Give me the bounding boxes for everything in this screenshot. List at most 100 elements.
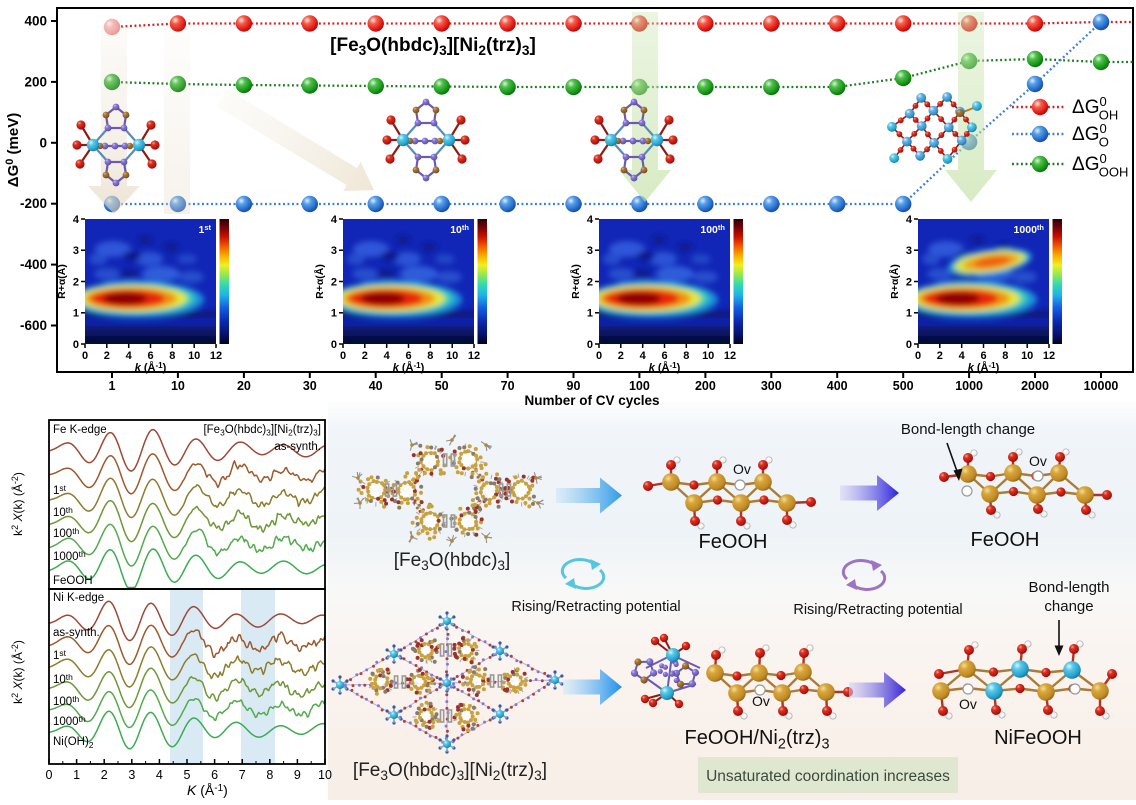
svg-text:Ni(OH)2: Ni(OH)2	[53, 736, 94, 750]
svg-text:R+α(Å): R+α(Å)	[55, 264, 68, 299]
svg-text:0: 0	[906, 339, 912, 351]
svg-text:90: 90	[567, 379, 581, 393]
svg-text:-200: -200	[20, 196, 47, 211]
svg-text:100th: 100th	[53, 694, 80, 708]
svg-text:10: 10	[318, 768, 332, 782]
svg-text:3: 3	[587, 245, 593, 257]
svg-text:6: 6	[211, 768, 218, 782]
svg-text:Ov: Ov	[959, 696, 977, 712]
svg-text:-600: -600	[20, 318, 47, 333]
svg-text:3: 3	[128, 768, 135, 782]
svg-text:1: 1	[331, 308, 337, 320]
svg-text:change: change	[1044, 598, 1093, 615]
svg-text:10: 10	[446, 350, 458, 362]
svg-text:k (Å-1): k (Å-1)	[135, 361, 167, 374]
svg-text:2: 2	[362, 350, 368, 362]
svg-text:4: 4	[126, 350, 133, 362]
svg-text:0: 0	[915, 350, 921, 362]
svg-text:FeOOH: FeOOH	[53, 575, 93, 587]
svg-text:4: 4	[959, 350, 966, 362]
svg-text:NiFeOOH: NiFeOOH	[994, 727, 1082, 749]
svg-text:Number of CV cycles: Number of CV cycles	[524, 393, 659, 408]
svg-text:8: 8	[1002, 350, 1008, 362]
svg-text:2: 2	[906, 276, 912, 288]
svg-text:1000th: 1000th	[53, 714, 86, 728]
svg-text:0: 0	[596, 350, 602, 362]
svg-text:4: 4	[384, 350, 391, 362]
svg-text:200: 200	[695, 379, 716, 393]
svg-text:12: 12	[210, 350, 222, 362]
svg-text:10th: 10th	[53, 672, 73, 686]
svg-text:Ov: Ov	[752, 693, 770, 709]
svg-text:300: 300	[761, 379, 782, 393]
svg-text:6: 6	[980, 350, 986, 362]
svg-text:as-synth.: as-synth.	[274, 441, 321, 453]
svg-text:8: 8	[427, 350, 433, 362]
svg-text:Rising/Retracting potential: Rising/Retracting potential	[793, 602, 962, 618]
svg-text:0: 0	[587, 339, 593, 351]
svg-text:3: 3	[906, 245, 912, 257]
svg-text:0: 0	[39, 135, 47, 150]
svg-text:FeOOH: FeOOH	[699, 531, 768, 553]
svg-text:k (Å-1): k (Å-1)	[393, 361, 425, 374]
svg-text:R+α(Å): R+α(Å)	[313, 264, 326, 299]
svg-text:2: 2	[104, 350, 110, 362]
svg-text:1000th: 1000th	[53, 549, 86, 563]
svg-text:2: 2	[937, 350, 943, 362]
svg-text:as-synth.: as-synth.	[53, 627, 100, 639]
svg-text:4: 4	[906, 214, 913, 226]
svg-text:70: 70	[501, 379, 515, 393]
svg-text:500: 500	[893, 379, 914, 393]
svg-text:2: 2	[618, 350, 624, 362]
svg-text:1: 1	[587, 308, 593, 320]
svg-text:6: 6	[147, 350, 153, 362]
svg-text:20: 20	[237, 379, 251, 393]
svg-text:400: 400	[827, 379, 848, 393]
svg-text:Ov: Ov	[1029, 453, 1047, 469]
svg-text:12: 12	[724, 350, 736, 362]
svg-text:2: 2	[73, 276, 79, 288]
svg-text:Ni K-edge: Ni K-edge	[53, 592, 104, 604]
svg-text:2000: 2000	[1021, 379, 1049, 393]
svg-text:k2 X(k) (Å-2): k2 X(k) (Å-2)	[10, 472, 25, 536]
svg-text:2: 2	[331, 276, 337, 288]
svg-text:5: 5	[184, 768, 191, 782]
svg-text:0: 0	[73, 339, 79, 351]
svg-text:10: 10	[188, 350, 200, 362]
svg-text:7: 7	[239, 768, 246, 782]
svg-text:1: 1	[109, 379, 116, 393]
svg-text:FeOOH/Ni2(trz)3: FeOOH/Ni2(trz)3	[685, 727, 830, 752]
svg-text:k (Å-1): k (Å-1)	[968, 361, 1000, 374]
svg-text:Bond-length: Bond-length	[1029, 579, 1110, 596]
svg-text:200: 200	[24, 74, 47, 89]
svg-text:1: 1	[73, 768, 80, 782]
svg-text:0: 0	[340, 350, 346, 362]
svg-text:K (Å-1): K (Å-1)	[187, 782, 228, 798]
svg-text:2: 2	[587, 276, 593, 288]
svg-text:Ov: Ov	[733, 461, 751, 477]
svg-text:50: 50	[435, 379, 449, 393]
svg-text:4: 4	[156, 768, 163, 782]
svg-text:Rising/Retracting potential: Rising/Retracting potential	[511, 599, 680, 615]
svg-text:100: 100	[629, 379, 650, 393]
svg-text:k2 X(k) (Å-2): k2 X(k) (Å-2)	[10, 640, 25, 704]
svg-text:[Fe3O(hbdc)3][Ni2(trz)3]: [Fe3O(hbdc)3][Ni2(trz)3]	[203, 424, 321, 438]
svg-text:8: 8	[169, 350, 175, 362]
svg-text:ΔG0 (meV): ΔG0 (meV)	[4, 113, 22, 187]
svg-text:R+α(Å): R+α(Å)	[888, 264, 901, 299]
svg-text:Bond-length change: Bond-length change	[901, 421, 1035, 438]
svg-text:[Fe3O(hbdc)3]: [Fe3O(hbdc)3]	[394, 550, 511, 573]
svg-text:1000: 1000	[955, 379, 983, 393]
svg-text:4: 4	[73, 214, 80, 226]
svg-text:R+α(Å): R+α(Å)	[569, 264, 582, 299]
svg-text:Unsaturated coordination incre: Unsaturated coordination increases	[706, 768, 950, 785]
svg-text:0: 0	[46, 768, 53, 782]
svg-text:30: 30	[303, 379, 317, 393]
svg-text:12: 12	[468, 350, 480, 362]
svg-text:FeOOH: FeOOH	[971, 529, 1040, 551]
svg-text:400: 400	[24, 14, 47, 29]
svg-text:8: 8	[683, 350, 689, 362]
svg-text:Fe K-edge: Fe K-edge	[53, 424, 107, 436]
svg-text:10000: 10000	[1084, 379, 1119, 393]
svg-text:100th: 100th	[53, 526, 80, 540]
